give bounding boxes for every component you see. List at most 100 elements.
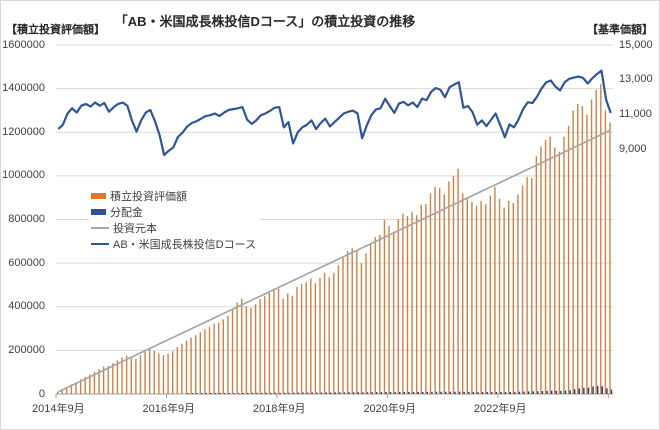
eval-bar: [112, 363, 114, 394]
legend-label-nav: AB・米国成長株投信Dコース: [113, 239, 257, 251]
eval-bar: [148, 349, 151, 394]
eval-bar: [254, 304, 257, 394]
dividend-bar: [224, 393, 226, 394]
dividend-bar: [283, 392, 286, 394]
left-axis-tick-label: 1000000: [2, 169, 45, 182]
dividend-bar: [523, 391, 525, 394]
eval-bar: [590, 99, 593, 394]
dividend-bar: [357, 392, 360, 394]
dividend-bar: [481, 391, 484, 394]
eval-bar: [517, 194, 519, 394]
left-axis-tick-label: 800000: [8, 213, 45, 225]
eval-bar: [392, 231, 395, 394]
eval-bar: [125, 355, 128, 394]
eval-bar: [420, 204, 422, 394]
dividend-bar: [468, 391, 470, 394]
eval-bar: [79, 379, 82, 394]
dividend-bar: [569, 390, 571, 394]
eval-bar: [139, 355, 142, 394]
eval-bar: [567, 125, 570, 395]
chart-title: 「AB・米国成長株投信Dコース」の積立投資の推移: [114, 14, 416, 29]
dividend-bar: [583, 387, 585, 394]
eval-bar: [461, 193, 464, 394]
eval-bar: [102, 366, 105, 394]
dividend-bar: [564, 390, 567, 394]
eval-bar: [480, 200, 482, 394]
eval-bar: [121, 357, 123, 394]
dividend-bar: [311, 392, 313, 394]
eval-bar: [135, 359, 137, 394]
eval-bar: [66, 387, 68, 394]
left-axis-title: 【積立投資評価額】: [6, 24, 105, 36]
dividend-bar: [274, 392, 277, 394]
dividend-bar: [541, 391, 544, 394]
eval-bar: [167, 353, 169, 394]
dividend-bar: [247, 392, 249, 394]
eval-bar: [171, 351, 174, 394]
eval-bar: [434, 186, 436, 394]
eval-bar: [485, 204, 487, 394]
x-axis-tick-label: 2022年9月: [473, 403, 527, 415]
x-axis-tick-label: 2016年9月: [142, 403, 196, 415]
dividend-bar-swatch-icon: [91, 209, 106, 215]
dividend-bar: [210, 392, 212, 394]
eval-bar: [310, 278, 312, 394]
eval-bar: [609, 122, 611, 395]
dividend-bar: [509, 391, 511, 394]
dividend-bar: [491, 391, 493, 394]
dividend-bar: [601, 386, 603, 394]
eval-bar: [282, 298, 284, 394]
eval-bar: [572, 110, 574, 394]
eval-bar: [213, 323, 215, 394]
dividend-bar: [306, 392, 309, 394]
eval-bar-swatch-icon: [91, 193, 106, 199]
dividend-bar: [334, 392, 336, 394]
dividend-bar: [606, 388, 608, 394]
left-axis-tick-label: 0: [38, 387, 45, 400]
left-axis-tick-label: 1200000: [2, 125, 45, 138]
eval-bar: [535, 156, 538, 394]
eval-bar: [503, 207, 505, 394]
eval-bar: [273, 289, 275, 394]
eval-bar: [153, 350, 155, 394]
dividend-bar: [431, 391, 433, 394]
dividend-bar: [445, 391, 447, 394]
eval-bar: [268, 293, 271, 394]
principal-line-swatch-icon: [91, 227, 109, 229]
eval-bar: [89, 374, 91, 394]
eval-bar: [457, 168, 459, 394]
eval-bar: [498, 198, 501, 394]
dividend-bar: [260, 392, 263, 394]
eval-bar: [195, 335, 197, 394]
eval-bar: [231, 308, 234, 394]
eval-bar: [287, 293, 289, 394]
eval-bar: [107, 366, 109, 394]
legend: 積立投資評価額 分配金 投資元本 AB・米国成長株投信Dコース: [89, 187, 261, 253]
eval-bar: [181, 343, 183, 394]
principal-line: [57, 129, 612, 393]
right-axis-tick-label: 15,000: [619, 38, 653, 51]
eval-bar: [199, 332, 201, 394]
eval-bar: [245, 306, 248, 394]
x-axis-tick-label: 2018年9月: [252, 403, 306, 415]
eval-bar: [337, 265, 340, 394]
dividend-bar: [454, 391, 456, 394]
dividend-bar: [201, 393, 203, 394]
dividend-bar: [320, 392, 323, 394]
dividend-bar: [187, 393, 189, 394]
eval-bar: [98, 369, 100, 394]
dividend-bar: [504, 392, 507, 394]
x-axis-tick-label: 2020年9月: [363, 403, 417, 415]
eval-bar: [466, 197, 468, 394]
eval-bar: [296, 286, 298, 394]
dividend-bar: [214, 393, 217, 394]
eval-bar: [406, 216, 409, 394]
dividend-bar: [343, 392, 346, 394]
dividend-bar: [610, 389, 613, 394]
dividend-bar: [196, 393, 198, 394]
eval-bar: [438, 187, 441, 394]
dividend-bar: [537, 391, 539, 394]
right-axis-tick-label: 9,000: [619, 142, 647, 155]
dividend-bar: [518, 391, 521, 394]
eval-bar: [162, 355, 165, 394]
